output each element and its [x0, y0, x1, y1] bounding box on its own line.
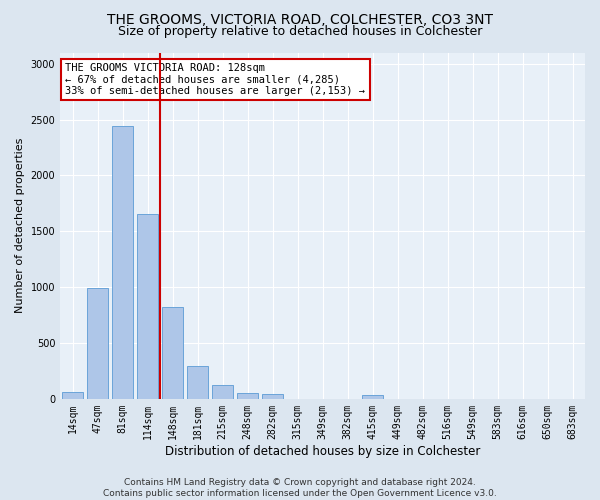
Text: THE GROOMS, VICTORIA ROAD, COLCHESTER, CO3 3NT: THE GROOMS, VICTORIA ROAD, COLCHESTER, C…	[107, 12, 493, 26]
Bar	[112, 126, 133, 399]
Bar	[62, 392, 83, 399]
Text: Contains HM Land Registry data © Crown copyright and database right 2024.
Contai: Contains HM Land Registry data © Crown c…	[103, 478, 497, 498]
Text: THE GROOMS VICTORIA ROAD: 128sqm
← 67% of detached houses are smaller (4,285)
33: THE GROOMS VICTORIA ROAD: 128sqm ← 67% o…	[65, 63, 365, 96]
Bar	[237, 392, 258, 399]
Bar	[212, 385, 233, 399]
Bar	[162, 307, 183, 399]
Bar	[137, 214, 158, 399]
X-axis label: Distribution of detached houses by size in Colchester: Distribution of detached houses by size …	[165, 444, 480, 458]
Bar	[362, 396, 383, 399]
Bar	[187, 366, 208, 399]
Y-axis label: Number of detached properties: Number of detached properties	[15, 138, 25, 314]
Bar	[87, 288, 108, 399]
Text: Size of property relative to detached houses in Colchester: Size of property relative to detached ho…	[118, 25, 482, 38]
Bar	[262, 394, 283, 399]
